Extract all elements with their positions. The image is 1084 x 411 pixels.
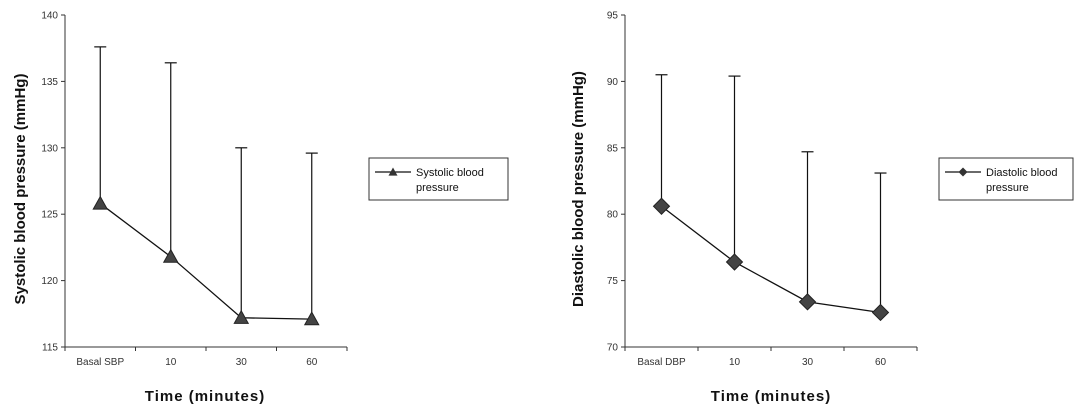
y-tick-label: 135 xyxy=(41,77,58,88)
data-point-marker xyxy=(92,195,109,210)
data-point-marker xyxy=(162,248,179,263)
y-axis-title: Systolic blood pressure (mmHg) xyxy=(12,74,29,305)
y-tick-label: 75 xyxy=(607,276,619,287)
y-tick-label: 90 xyxy=(607,77,619,88)
data-point-marker xyxy=(871,303,890,322)
data-point-marker xyxy=(303,311,320,326)
data-point-marker xyxy=(725,253,744,271)
x-axis-title: Time (minutes) xyxy=(711,388,831,405)
y-tick-label: 130 xyxy=(41,143,58,154)
y-tick-label: 120 xyxy=(41,276,58,287)
y-tick-label: 115 xyxy=(42,343,58,354)
x-tick-label: 30 xyxy=(802,357,814,368)
x-tick-label: 60 xyxy=(875,357,887,368)
legend-label-line2: pressure xyxy=(986,182,1029,194)
y-tick-label: 95 xyxy=(607,11,619,22)
legend-marker-icon xyxy=(958,167,968,177)
x-tick-label: 60 xyxy=(306,357,318,368)
x-tick-label: 30 xyxy=(236,357,248,368)
x-tick-label: Basal SBP xyxy=(76,357,124,368)
x-tick-label: 10 xyxy=(165,357,177,368)
data-point-marker xyxy=(233,309,250,324)
diastolic-chart: 70 75 80 85 90 95 Basal DBP 10 30 60 Diastolic blo… xyxy=(570,11,1074,405)
data-point-marker xyxy=(798,293,817,311)
data-point-marker xyxy=(652,197,671,215)
y-axis-title: Diastolic blood pressure (mmHg) xyxy=(570,71,587,307)
series-line xyxy=(661,205,881,314)
y-tick-label: 70 xyxy=(607,343,619,354)
legend: Systolic blood pressure xyxy=(368,157,509,201)
x-tick-label: 10 xyxy=(729,357,741,368)
legend-box xyxy=(368,157,509,201)
systolic-chart: 115 120 125 130 135 140 Basal SBP 10 30 60 Systoli… xyxy=(12,11,509,405)
legend-marker-icon xyxy=(388,167,398,176)
x-axis-title: Time (minutes) xyxy=(145,388,265,405)
y-tick-label: 125 xyxy=(41,210,58,221)
y-tick-label: 140 xyxy=(41,11,58,22)
x-tick-label: Basal DBP xyxy=(637,357,686,368)
legend-label-line1: Systolic blood xyxy=(416,167,484,179)
y-tick-label: 80 xyxy=(607,210,619,221)
series-line xyxy=(99,203,312,320)
y-tick-label: 85 xyxy=(607,143,619,154)
legend-box xyxy=(938,157,1074,201)
legend-label-line2: pressure xyxy=(416,182,459,194)
legend-label-line1: Diastolic blood xyxy=(986,167,1058,179)
legend: Diastolic blood pressure xyxy=(938,157,1074,201)
